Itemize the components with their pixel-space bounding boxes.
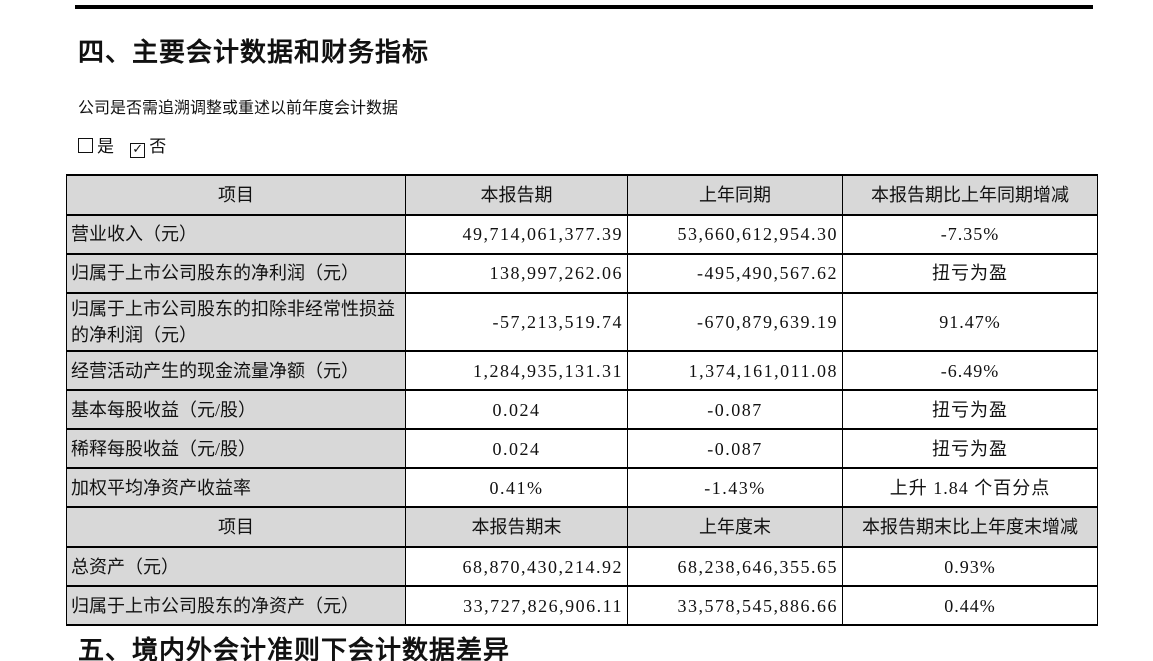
page-top-rule bbox=[75, 5, 1093, 9]
row-label-cell: 基本每股收益（元/股） bbox=[66, 389, 406, 431]
header-change-cell: 本报告期比上年同期增减 bbox=[842, 174, 1098, 216]
prior-period-cell: 1,374,161,011.08 bbox=[627, 350, 843, 392]
current-period-cell: 0.41% bbox=[405, 467, 628, 509]
change-cell: 扭亏为盈 bbox=[842, 253, 1098, 294]
header-prior-cell: 上年度末 bbox=[627, 506, 843, 549]
restatement-question: 公司是否需追溯调整或重述以前年度会计数据 bbox=[78, 100, 399, 117]
current-period-cell: -57,213,519.74 bbox=[405, 291, 628, 353]
table-row: 总资产（元） 68,870,430,214.92 68,238,646,355.65… bbox=[66, 546, 1098, 588]
row-label-cell: 加权平均净资产收益率 bbox=[66, 467, 406, 509]
row-label-cell: 总资产（元） bbox=[66, 546, 406, 588]
checkbox-yes: 是 bbox=[78, 136, 114, 158]
current-period-cell: 33,727,826,906.11 bbox=[405, 585, 628, 627]
prior-period-cell: 53,660,612,954.30 bbox=[627, 214, 843, 255]
change-cell: 0.44% bbox=[842, 585, 1098, 627]
current-period-cell: 138,997,262.06 bbox=[405, 253, 628, 294]
checkbox-unchecked-icon bbox=[78, 138, 93, 153]
checkbox-checked-icon: ✓ bbox=[130, 143, 146, 158]
header-current-cell: 本报告期 bbox=[405, 174, 628, 216]
header-change-cell: 本报告期末比上年度末增减 bbox=[842, 506, 1098, 549]
table-row: 稀释每股收益（元/股） 0.024 -0.087 扭亏为盈 bbox=[66, 428, 1098, 470]
table-row: 加权平均净资产收益率 0.41% -1.43% 上升 1.84 个百分点 bbox=[66, 467, 1098, 509]
prior-period-cell: 33,578,545,886.66 bbox=[627, 585, 843, 627]
checkbox-no: ✓ 否 bbox=[130, 136, 166, 158]
change-cell: 0.93% bbox=[842, 546, 1098, 588]
checkbox-yes-label: 是 bbox=[97, 137, 114, 156]
row-label-cell: 归属于上市公司股东的扣除非经常性损益的净利润（元） bbox=[66, 291, 406, 353]
current-period-cell: 0.024 bbox=[405, 389, 628, 431]
row-label-cell: 归属于上市公司股东的净利润（元） bbox=[66, 253, 406, 294]
table-row: 归属于上市公司股东的净利润（元） 138,997,262.06 -495,490,5… bbox=[66, 253, 1098, 294]
prior-period-cell: 68,238,646,355.65 bbox=[627, 546, 843, 588]
section-4-title: 四、主要会计数据和财务指标 bbox=[78, 38, 430, 67]
header-item-cell: 项目 bbox=[66, 506, 406, 549]
change-cell: -7.35% bbox=[842, 214, 1098, 255]
prior-period-cell: -0.087 bbox=[627, 389, 843, 431]
table-row: 归属于上市公司股东的净资产（元） 33,727,826,906.11 33,578,… bbox=[66, 585, 1098, 627]
prior-period-cell: -0.087 bbox=[627, 428, 843, 470]
restatement-checkboxes: 是 ✓ 否 bbox=[78, 136, 166, 158]
change-cell: 扭亏为盈 bbox=[842, 428, 1098, 470]
header-prior-cell: 上年同期 bbox=[627, 174, 843, 216]
current-period-cell: 1,284,935,131.31 bbox=[405, 350, 628, 392]
header-current-cell: 本报告期末 bbox=[405, 506, 628, 549]
row-label-cell: 营业收入（元） bbox=[66, 214, 406, 255]
table-row: 归属于上市公司股东的扣除非经常性损益的净利润（元） -57,213,519.74-… bbox=[66, 291, 1098, 353]
table-header-row: 项目 本报告期末 上年度末 本报告期末比上年度末增减 bbox=[66, 506, 1098, 549]
financial-indicators-table: 项目 本报告期 上年同期 本报告期比上年同期增减 营业收入（元） 49,714,061,3… bbox=[66, 174, 1098, 627]
row-label-cell: 稀释每股收益（元/股） bbox=[66, 428, 406, 470]
prior-period-cell: -670,879,639.19 bbox=[627, 291, 843, 353]
table-row: 基本每股收益（元/股） 0.024 -0.087 扭亏为盈 bbox=[66, 389, 1098, 431]
change-cell: 扭亏为盈 bbox=[842, 389, 1098, 431]
table-row: 营业收入（元） 49,714,061,377.39 53,660,612,954.3… bbox=[66, 214, 1098, 255]
row-label-cell: 归属于上市公司股东的净资产（元） bbox=[66, 585, 406, 627]
section-5-title: 五、境内外会计准则下会计数据差异 bbox=[78, 636, 511, 661]
current-period-cell: 49,714,061,377.39 bbox=[405, 214, 628, 255]
current-period-cell: 0.024 bbox=[405, 428, 628, 470]
current-period-cell: 68,870,430,214.92 bbox=[405, 546, 628, 588]
checkbox-no-label: 否 bbox=[149, 137, 167, 156]
table-header-row: 项目 本报告期 上年同期 本报告期比上年同期增减 bbox=[66, 174, 1098, 216]
change-cell: 上升 1.84 个百分点 bbox=[842, 467, 1098, 509]
header-item-cell: 项目 bbox=[66, 174, 406, 216]
prior-period-cell: -495,490,567.62 bbox=[627, 253, 843, 294]
row-label-cell: 经营活动产生的现金流量净额（元） bbox=[66, 350, 406, 392]
prior-period-cell: -1.43% bbox=[627, 467, 843, 509]
table-row: 经营活动产生的现金流量净额（元） 1,284,935,131.31 1,374,16… bbox=[66, 350, 1098, 392]
change-cell: -6.49% bbox=[842, 350, 1098, 392]
change-cell: 91.47% bbox=[842, 291, 1098, 353]
financial-table-body: 项目 本报告期 上年同期 本报告期比上年同期增减 营业收入（元） 49,714,061,3… bbox=[66, 174, 1098, 627]
